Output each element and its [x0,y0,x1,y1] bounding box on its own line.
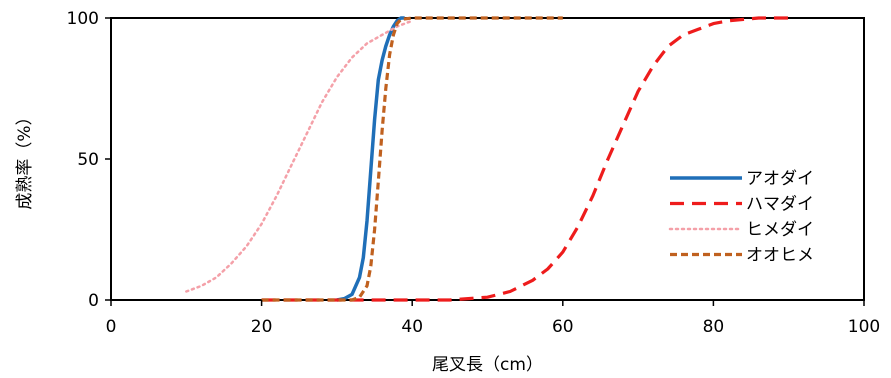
series-lines [185,16,789,302]
x-tick-label: 20 [251,317,273,337]
series-line-3 [261,16,563,302]
x-tick-label: 60 [552,317,574,337]
series-line-2 [185,19,414,293]
x-tick-label: 80 [703,317,725,337]
series-line-1 [261,16,789,302]
y-tick-label: 0 [88,291,99,311]
legend-label-2: ヒメダイ [746,220,814,240]
y-tick-label: 50 [77,150,99,170]
x-tick-label: 100 [848,317,880,337]
x-tick-label: 0 [106,317,117,337]
legend-label-0: アオダイ [746,169,814,189]
x-axis-title: 尾叉長（cm） [432,355,543,375]
series-line-0 [336,16,405,302]
y-tick-label: 100 [67,9,99,29]
y-axis-title: 成熟率（%） [14,108,35,209]
legend-label-1: ハマダイ [746,195,814,215]
legend-label-3: オオヒメ [746,246,814,266]
x-tick-label: 40 [401,317,423,337]
axes: 0 20 40 60 80 100 0 50 100 [67,9,881,337]
